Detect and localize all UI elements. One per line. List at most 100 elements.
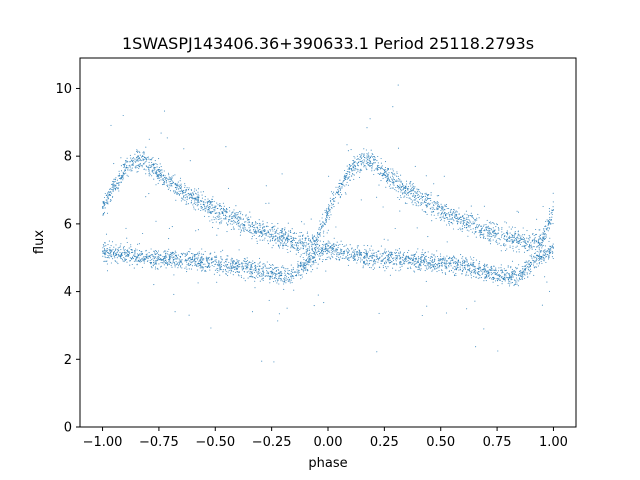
data-point bbox=[321, 217, 323, 219]
data-point bbox=[317, 254, 319, 256]
data-point bbox=[251, 268, 253, 270]
data-point bbox=[364, 164, 366, 167]
data-point bbox=[171, 176, 173, 178]
data-point bbox=[230, 267, 232, 269]
data-point bbox=[196, 205, 198, 207]
data-point bbox=[365, 253, 367, 255]
data-point bbox=[513, 273, 516, 275]
data-point bbox=[277, 240, 279, 242]
data-point bbox=[298, 269, 300, 271]
data-point bbox=[120, 249, 122, 251]
data-point bbox=[124, 253, 126, 255]
data-point bbox=[424, 211, 427, 213]
data-point bbox=[485, 280, 487, 282]
data-point bbox=[400, 180, 402, 182]
data-point bbox=[420, 268, 422, 270]
data-point bbox=[492, 229, 494, 231]
data-point bbox=[225, 209, 227, 211]
data-point bbox=[127, 169, 129, 171]
data-point bbox=[481, 228, 483, 230]
data-point bbox=[492, 231, 494, 233]
data-point bbox=[102, 207, 104, 209]
data-point bbox=[438, 267, 440, 269]
data-point bbox=[194, 192, 197, 194]
data-point bbox=[360, 163, 362, 165]
data-point bbox=[191, 197, 193, 199]
data-point bbox=[544, 258, 546, 260]
data-point bbox=[130, 248, 132, 251]
data-point bbox=[232, 216, 234, 218]
data-point bbox=[306, 248, 308, 250]
data-point bbox=[258, 273, 260, 275]
data-point bbox=[548, 240, 550, 242]
data-point bbox=[208, 210, 210, 212]
data-point bbox=[457, 260, 459, 262]
data-point bbox=[456, 211, 458, 213]
data-point bbox=[301, 274, 303, 276]
data-point bbox=[431, 270, 433, 272]
data-point bbox=[360, 253, 362, 255]
data-point bbox=[179, 260, 181, 262]
data-point bbox=[525, 247, 527, 249]
data-point bbox=[488, 275, 490, 277]
data-point bbox=[269, 240, 271, 242]
data-point bbox=[531, 257, 533, 259]
data-point bbox=[258, 229, 260, 231]
data-point bbox=[362, 265, 364, 267]
data-point bbox=[252, 269, 254, 271]
data-point bbox=[364, 260, 366, 262]
data-point bbox=[201, 248, 203, 250]
data-point bbox=[190, 193, 192, 195]
data-point bbox=[339, 197, 341, 199]
data-point bbox=[404, 192, 406, 194]
data-point bbox=[367, 157, 369, 159]
data-point bbox=[491, 268, 493, 270]
data-point bbox=[424, 251, 427, 253]
data-point bbox=[165, 252, 167, 254]
data-point bbox=[352, 254, 354, 256]
data-point bbox=[291, 242, 293, 244]
data-point bbox=[329, 247, 331, 249]
data-point bbox=[517, 235, 519, 237]
data-point bbox=[312, 236, 314, 238]
data-point bbox=[517, 242, 519, 244]
data-point bbox=[102, 255, 104, 257]
data-point bbox=[483, 230, 485, 232]
data-point bbox=[143, 157, 146, 159]
data-point bbox=[443, 262, 445, 264]
data-point bbox=[442, 210, 444, 212]
data-point bbox=[107, 257, 109, 259]
data-point bbox=[250, 232, 252, 234]
data-point bbox=[401, 189, 403, 191]
data-point bbox=[262, 271, 264, 273]
data-point bbox=[297, 247, 299, 249]
data-point bbox=[345, 257, 347, 259]
data-point bbox=[484, 276, 486, 278]
data-point bbox=[243, 271, 246, 273]
data-point bbox=[516, 279, 518, 281]
data-point bbox=[187, 192, 189, 194]
data-point bbox=[290, 279, 292, 281]
data-point bbox=[384, 250, 386, 252]
data-point bbox=[395, 255, 397, 257]
data-point bbox=[204, 210, 206, 212]
data-point bbox=[302, 263, 304, 265]
data-point bbox=[217, 218, 219, 220]
data-point bbox=[515, 240, 517, 242]
data-point bbox=[173, 274, 175, 276]
data-point bbox=[110, 199, 112, 201]
data-point bbox=[112, 184, 114, 186]
data-point bbox=[400, 191, 402, 193]
data-point bbox=[112, 253, 115, 255]
data-point bbox=[237, 262, 240, 264]
data-point bbox=[103, 213, 105, 215]
data-point bbox=[216, 212, 218, 214]
data-point bbox=[169, 185, 171, 187]
data-point bbox=[454, 213, 456, 215]
data-point bbox=[306, 252, 308, 254]
data-point bbox=[257, 263, 259, 265]
data-point bbox=[519, 278, 521, 280]
data-point bbox=[145, 169, 147, 171]
data-point bbox=[425, 267, 427, 269]
data-point bbox=[518, 275, 520, 277]
